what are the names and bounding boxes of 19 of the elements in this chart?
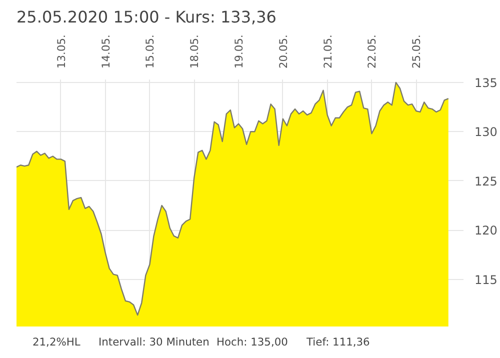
y-tick-label: 135: [474, 76, 498, 90]
y-tick-label: 125: [474, 174, 498, 188]
x-tick-label: 15.05.: [144, 34, 157, 68]
y-tick-label: 120: [474, 224, 498, 238]
text: Intervall: 30 Minuten: [98, 336, 210, 348]
text: 21,2%HL: [32, 336, 80, 348]
y-tick-label: 130: [474, 125, 498, 140]
x-tick-label: 22.05.: [366, 34, 379, 68]
y-tick-label: 115: [474, 272, 498, 287]
x-tick-label: 19.05.: [232, 34, 246, 68]
x-tick-label: 20.05.: [276, 34, 290, 68]
text: Tief: 111,36: [306, 336, 370, 348]
x-tick-label: 13.05.: [54, 34, 68, 68]
x-tick-label: 21.05.: [321, 34, 334, 68]
chart-title: 25.05.2020 15:00 - Kurs: 133,36: [16, 8, 276, 26]
x-tick-label: 25.05.: [410, 34, 424, 68]
x-tick-label: 18.05.: [188, 34, 202, 68]
text: Hoch: 135,00: [216, 336, 288, 348]
x-tick-label: 14.05.: [99, 34, 112, 68]
